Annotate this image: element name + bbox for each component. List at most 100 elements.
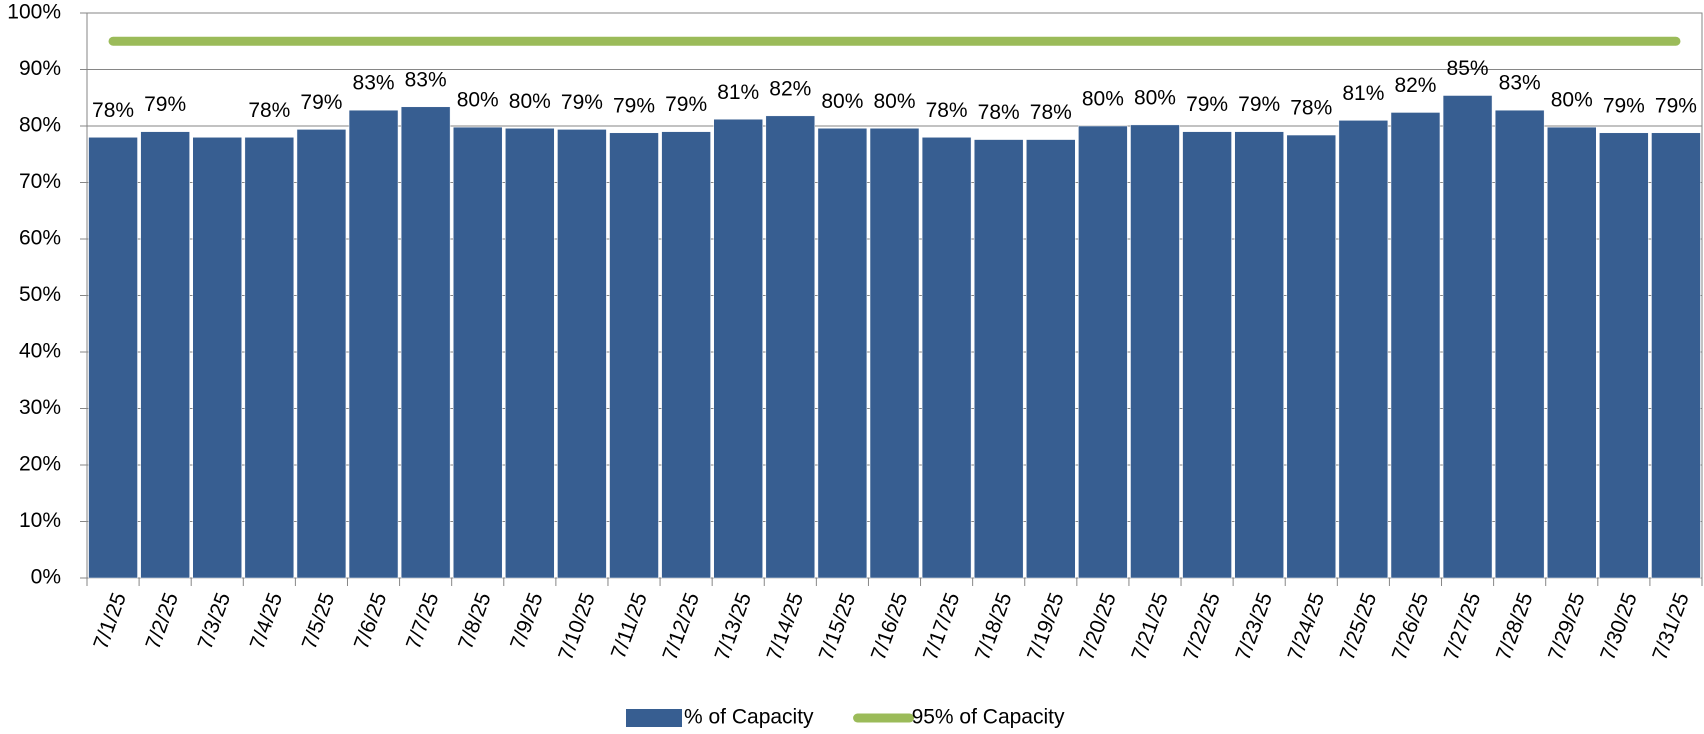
data-label: 79% [613, 94, 655, 117]
data-label: 82% [1394, 74, 1436, 97]
x-tick-label: 7/16/25 [867, 590, 913, 664]
bar [1182, 131, 1232, 579]
bar [557, 129, 607, 579]
x-tick-label: 7/28/25 [1492, 590, 1538, 664]
bar [400, 106, 451, 579]
data-label: 80% [1082, 88, 1124, 111]
x-tick-label: 7/11/25 [607, 590, 652, 662]
bar [1026, 139, 1076, 579]
bar [869, 128, 920, 579]
y-tick-label: 20% [19, 453, 61, 476]
bar [1338, 120, 1389, 579]
bar [244, 137, 295, 579]
data-label: 82% [769, 77, 811, 100]
x-tick-label: 7/10/25 [554, 590, 600, 664]
bar [452, 126, 503, 579]
data-label: 79% [665, 93, 707, 116]
y-tick-label: 60% [19, 227, 61, 250]
bar [505, 128, 555, 579]
bar [817, 128, 868, 579]
bar [88, 137, 138, 579]
data-label: 80% [873, 90, 915, 113]
data-label: 78% [1030, 101, 1072, 124]
data-label: 78% [978, 101, 1020, 124]
y-tick-label: 40% [19, 340, 61, 363]
data-label: 80% [821, 90, 863, 113]
data-label: 83% [353, 72, 395, 95]
data-label: 78% [92, 99, 134, 122]
bar [296, 129, 347, 579]
bar [1390, 112, 1441, 579]
bar [1494, 109, 1545, 579]
bar [921, 137, 972, 579]
x-tick-label: 7/30/25 [1596, 590, 1642, 664]
y-tick-label: 80% [19, 114, 61, 137]
x-tick-label: 7/24/25 [1284, 590, 1330, 664]
bar [973, 139, 1024, 579]
bar [348, 109, 399, 579]
x-tick-label: 7/14/25 [763, 590, 809, 664]
data-label: 79% [1655, 94, 1697, 117]
x-tick-label: 7/8/25 [454, 590, 496, 653]
x-tick-label: 7/15/25 [815, 590, 861, 664]
bar [1442, 95, 1493, 579]
y-tick-label: 0% [31, 566, 61, 589]
bar [1547, 126, 1597, 579]
x-tick-label: 7/20/25 [1075, 590, 1121, 664]
data-label: 80% [1134, 86, 1176, 109]
x-tick-label: 7/26/25 [1388, 590, 1434, 664]
x-tick-label: 7/23/25 [1232, 590, 1278, 664]
y-tick-label: 30% [19, 396, 61, 419]
data-label: 78% [926, 99, 968, 122]
y-tick-label: 100% [7, 1, 61, 24]
bar [140, 131, 190, 579]
data-label: 81% [1342, 82, 1384, 105]
bar [1234, 131, 1284, 579]
x-tick-label: 7/27/25 [1440, 590, 1486, 664]
x-tick-label: 7/13/25 [711, 590, 757, 664]
bar [661, 131, 711, 579]
y-tick-label: 70% [19, 170, 61, 193]
data-label: 83% [1499, 72, 1541, 95]
data-label: 78% [248, 99, 290, 122]
bar [609, 132, 659, 579]
bar [1286, 134, 1337, 579]
x-tick-label: 7/5/25 [298, 590, 340, 653]
x-tick-label: 7/4/25 [246, 590, 288, 653]
data-label: 79% [561, 91, 603, 114]
legend-label: % of Capacity [684, 706, 814, 729]
x-tick-label: 7/25/25 [1336, 590, 1382, 664]
bar [1651, 132, 1701, 579]
bar [1599, 132, 1649, 579]
legend-label: 95% of Capacity [912, 706, 1065, 729]
x-tick-label: 7/19/25 [1023, 590, 1069, 664]
x-tick-label: 7/6/25 [350, 590, 392, 653]
data-label: 80% [509, 90, 551, 113]
x-tick-label: 7/18/25 [971, 590, 1017, 664]
data-label: 80% [1551, 89, 1593, 112]
x-tick-label: 7/22/25 [1179, 590, 1225, 664]
bar [192, 137, 242, 579]
data-label: 83% [405, 68, 447, 91]
data-label: 79% [144, 93, 186, 116]
data-label: 78% [1290, 97, 1332, 120]
data-label: 79% [1186, 93, 1228, 116]
x-tick-label: 7/12/25 [658, 590, 704, 664]
legend-swatch [626, 709, 682, 727]
x-tick-label: 7/17/25 [919, 590, 965, 664]
y-tick-label: 90% [19, 57, 61, 80]
x-tick-label: 7/2/25 [141, 590, 183, 653]
x-tick-label: 7/29/25 [1544, 590, 1590, 664]
x-tick-label: 7/1/25 [89, 590, 131, 653]
data-label: 80% [457, 89, 499, 112]
x-tick-label: 7/7/25 [402, 590, 444, 653]
bar [765, 115, 816, 579]
data-label: 79% [300, 91, 342, 114]
data-label: 81% [717, 81, 759, 104]
data-label: 79% [1238, 93, 1280, 116]
x-tick-label: 7/9/25 [506, 590, 548, 653]
x-tick-label: 7/3/25 [194, 590, 236, 653]
bar [1130, 124, 1180, 579]
bar [713, 118, 763, 579]
